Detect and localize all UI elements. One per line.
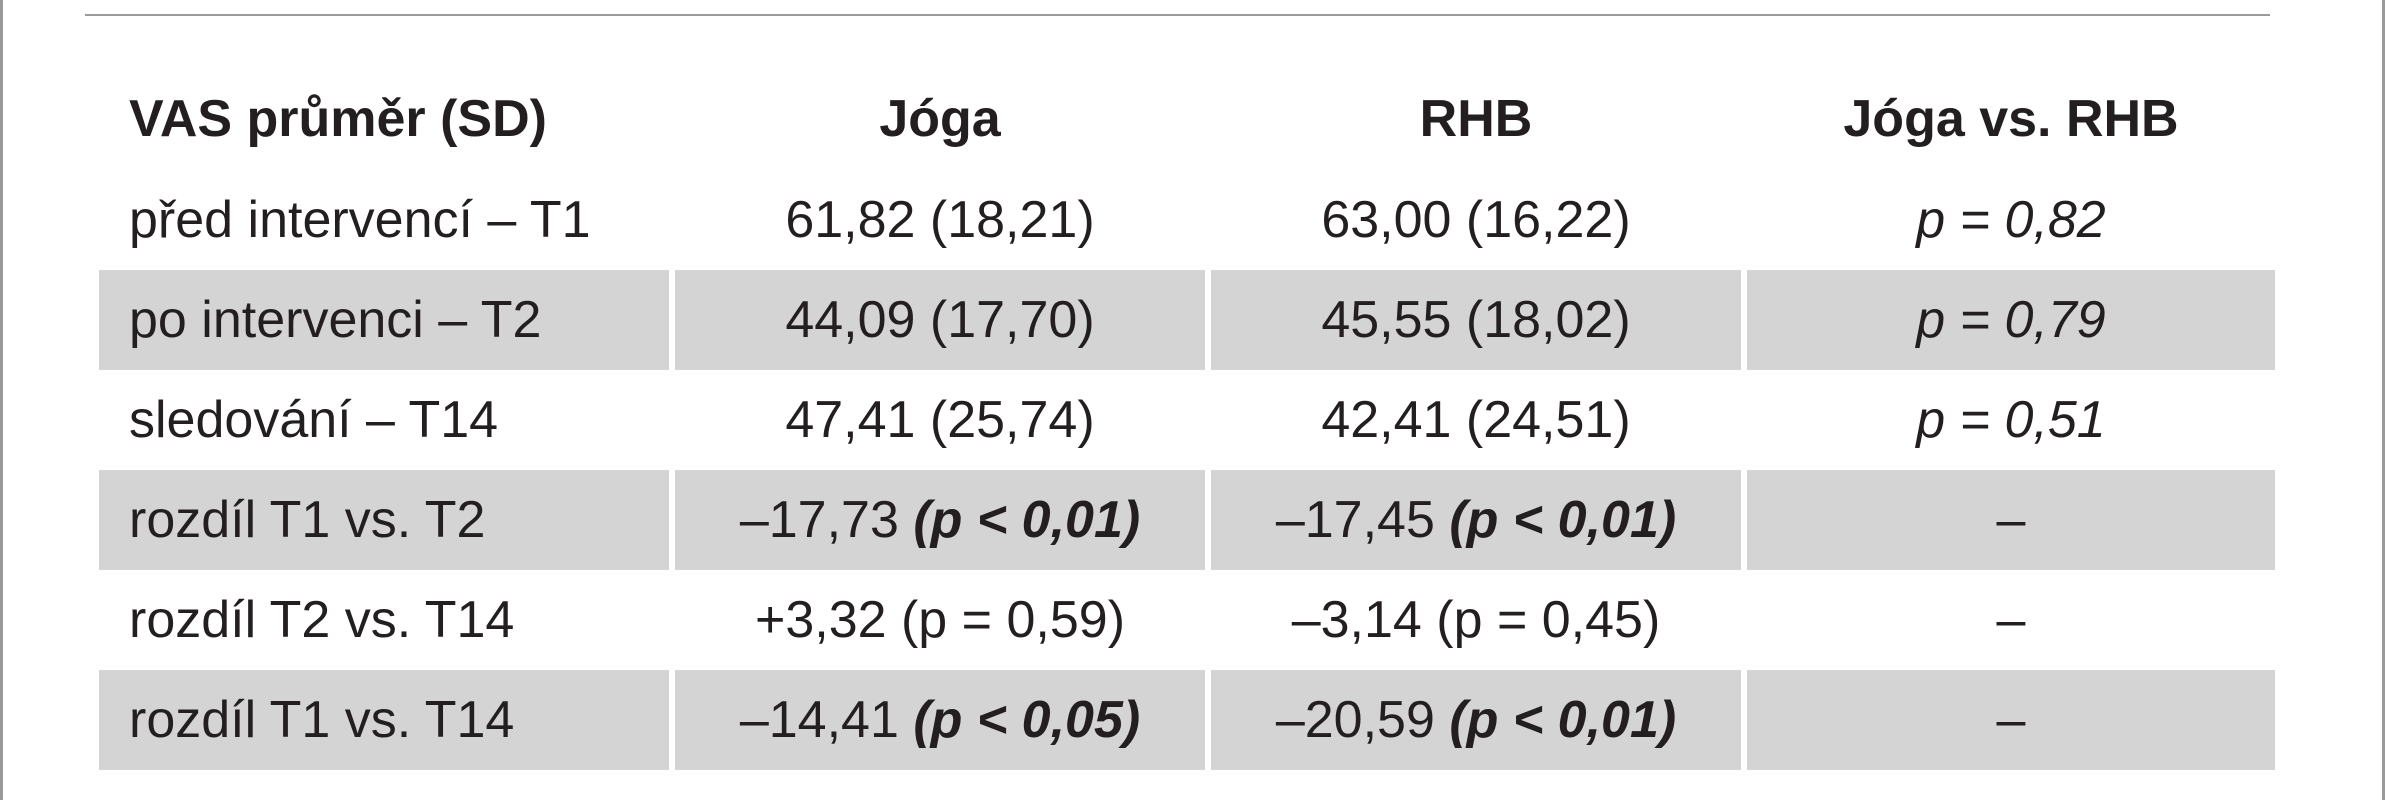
header-joga: Jóga <box>879 90 1001 148</box>
rhb-value-significance: (p < 0,01) <box>1449 491 1677 549</box>
rhb-value-cell: –17,45 (p < 0,01) <box>1211 470 1741 570</box>
rhb-value: 45,55 (18,02) <box>1321 291 1631 349</box>
joga-value-cell: +3,32 (p = 0,59) <box>675 570 1205 670</box>
joga-value: –14,41 <box>739 691 914 749</box>
row-label: sledování – T14 <box>129 391 499 449</box>
rhb-value-cell: 63,00 (16,22) <box>1211 170 1741 270</box>
joga-value-cell: 44,09 (17,70) <box>675 270 1205 370</box>
joga-value: +3,32 (p = 0,59) <box>754 591 1126 649</box>
joga-value: 61,82 (18,21) <box>785 191 1095 249</box>
header-joga-vs-rhb: Jóga vs. RHB <box>1843 90 2179 148</box>
header-row: VAS průměr (SD) Jóga RHB Jóga vs. RHB <box>99 68 2275 170</box>
table-row: rozdíl T1 vs. T2 –17,73 (p < 0,01) –17,45 … <box>99 470 2275 570</box>
joga-value: 44,09 (17,70) <box>785 291 1095 349</box>
left-frame-line <box>0 0 3 800</box>
comparison-value: p = 0,51 <box>1916 391 2106 449</box>
header-vas-mean: VAS průměr (SD) <box>129 90 547 148</box>
rhb-value: –3,14 (p = 0,45) <box>1291 591 1661 649</box>
rhb-value: –17,45 <box>1275 491 1450 549</box>
row-label: před intervencí – T1 <box>129 191 591 249</box>
vas-results-table: VAS průměr (SD) Jóga RHB Jóga vs. RHB př… <box>93 68 2281 770</box>
rhb-value-cell: 45,55 (18,02) <box>1211 270 1741 370</box>
joga-value-cell: –17,73 (p < 0,01) <box>675 470 1205 570</box>
joga-value: 47,41 (25,74) <box>785 391 1095 449</box>
joga-value-cell: –14,41 (p < 0,05) <box>675 670 1205 770</box>
row-label: rozdíl T2 vs. T14 <box>129 591 515 649</box>
rhb-value: –20,59 <box>1275 691 1450 749</box>
header-rhb: RHB <box>1419 90 1533 148</box>
table-header: VAS průměr (SD) Jóga RHB Jóga vs. RHB <box>99 68 2275 170</box>
joga-value-cell: 61,82 (18,21) <box>675 170 1205 270</box>
row-label: po intervenci – T2 <box>99 270 669 370</box>
table-row: rozdíl T2 vs. T14 +3,32 (p = 0,59) –3,14 (… <box>99 570 2275 670</box>
right-frame-line <box>2382 0 2385 800</box>
comparison-value: – <box>1747 670 2275 770</box>
joga-value-significance: (p < 0,01) <box>913 491 1141 549</box>
comparison-value: – <box>1747 470 2275 570</box>
joga-value: –17,73 <box>739 491 914 549</box>
table-row: sledování – T14 47,41 (25,74) 42,41 (24,51… <box>99 370 2275 470</box>
joga-value-significance: (p < 0,05) <box>913 691 1141 749</box>
table-row: před intervencí – T1 61,82 (18,21) 63,00 (… <box>99 170 2275 270</box>
comparison-value: p = 0,79 <box>1747 270 2275 370</box>
rhb-value: 42,41 (24,51) <box>1321 391 1631 449</box>
rhb-value: 63,00 (16,22) <box>1321 191 1631 249</box>
rhb-value-cell: –20,59 (p < 0,01) <box>1211 670 1741 770</box>
top-rule <box>85 14 2270 16</box>
comparison-value: – <box>1996 591 2026 649</box>
comparison-value: p = 0,82 <box>1916 191 2106 249</box>
rhb-value-cell: –3,14 (p = 0,45) <box>1211 570 1741 670</box>
table-row: po intervenci – T2 44,09 (17,70) 45,55 (18… <box>99 270 2275 370</box>
rhb-value-cell: 42,41 (24,51) <box>1211 370 1741 470</box>
row-label: rozdíl T1 vs. T2 <box>99 470 669 570</box>
rhb-value-significance: (p < 0,01) <box>1449 691 1677 749</box>
table-row: rozdíl T1 vs. T14 –14,41 (p < 0,05) –20,59… <box>99 670 2275 770</box>
table-body: před intervencí – T1 61,82 (18,21) 63,00 (… <box>99 170 2275 770</box>
row-label: rozdíl T1 vs. T14 <box>99 670 669 770</box>
joga-value-cell: 47,41 (25,74) <box>675 370 1205 470</box>
